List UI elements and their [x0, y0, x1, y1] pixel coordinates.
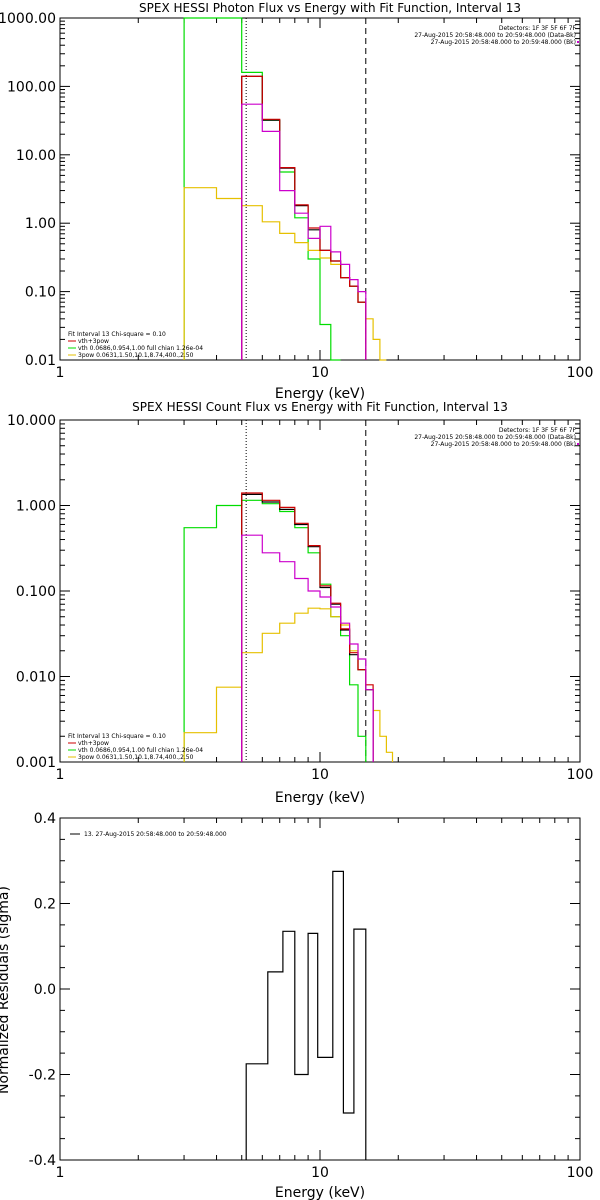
photon-flux-panel: SPEX HESSI Photon Flux vs Energy with Fi…: [0, 1, 593, 402]
series-vth-line: [183, 17, 341, 361]
x-tick-label: 10: [311, 365, 329, 381]
y-tick-label: 0.010: [16, 670, 56, 686]
chart-title: SPEX HESSI Photon Flux vs Energy with Fi…: [139, 1, 521, 15]
y-tick-label: 1000.00: [0, 11, 56, 27]
series-vth_3pow-line: [241, 75, 367, 360]
legend-entry: 3pow 0.0631,1.50,10.1,8.74,400.,2.50: [78, 754, 194, 761]
y-tick-label: 0.01: [25, 353, 56, 369]
series-3pow-line: [183, 187, 387, 361]
legend-entry: vth 0.0686,0.954,1.00 full chian 1.26e-0…: [78, 345, 203, 352]
header-line: 27-Aug-2015 20:58:48.000 to 20:59:48.000…: [414, 32, 576, 39]
x-tick-label: 100: [567, 365, 594, 381]
x-tick-label: 100: [567, 767, 594, 783]
series-bk-line: [241, 534, 374, 762]
y-tick-label: 0.2: [34, 897, 56, 913]
x-axis-label: Energy (keV): [275, 1185, 365, 1200]
plot-frame: [59, 817, 581, 1161]
residuals-panel: Energy (keV) Normalized Residuals (sigma…: [0, 811, 593, 1200]
series-bk-line: [241, 103, 367, 360]
count-flux-panel: SPEX HESSI Count Flux vs Energy with Fit…: [7, 400, 593, 806]
series-sum-line: [241, 493, 374, 762]
legend-entry: 13. 27-Aug-2015 20:58:48.000 to 20:59:48…: [84, 831, 227, 838]
header-line: 27-Aug-2015 20:58:48.000 to 20:59:48.000…: [414, 434, 576, 441]
series-sum-line: [245, 870, 367, 1160]
legend-entry: vth 0.0686,0.954,1.00 full chian 1.26e-0…: [78, 747, 203, 754]
y-tick-label: 100.00: [7, 79, 56, 95]
plot-marks: 1 10 100 0.001 0.010 0.100 1.000 10.000 Detector…: [7, 413, 593, 783]
chart-title: SPEX HESSI Count Flux vs Energy with Fit…: [132, 400, 508, 414]
legend-entry: 3pow 0.0631,1.50,10.1,8.74,400.,2.50: [78, 352, 194, 359]
y-tick-label: -0.4: [29, 1153, 56, 1169]
x-tick-label: 10: [311, 767, 329, 783]
y-axis-label: Normalized Residuals (sigma): [0, 886, 12, 1094]
y-tick-label: 0.10: [25, 285, 56, 301]
header-line: Detectors: 1F 3F 5F 6F 7F: [499, 25, 577, 32]
plot-marks: 1 10 100 0.01 0.10 1.00 10.00 100.00 1000.00 Dete…: [0, 11, 593, 381]
legend-entry: Fit Interval 13 Chi-square = 0.10: [68, 733, 166, 740]
series-vth_3pow-line: [241, 492, 374, 762]
header-line: 27-Aug-2015 20:58:48.000 to 20:59:48.000…: [431, 39, 576, 46]
header-line: 27-Aug-2015 20:58:48.000 to 20:59:48.000…: [431, 441, 576, 448]
x-axis-label: Energy (keV): [275, 386, 365, 402]
y-tick-label: 1.00: [25, 216, 56, 232]
x-tick-label: 10: [311, 1165, 329, 1181]
plot-marks: 1 10 100 -0.4 -0.2 0.0 0.2 0.4 13. 27-Aug-2015 2…: [29, 811, 594, 1181]
x-tick-label: 1: [56, 1165, 65, 1181]
legend-entry: vth+3pow: [78, 338, 109, 345]
x-tick-label: 100: [567, 1165, 594, 1181]
y-tick-label: 10.000: [7, 413, 56, 429]
legend-entry: Fit Interval 13 Chi-square = 0.10: [68, 331, 166, 338]
x-tick-label: 1: [56, 365, 65, 381]
y-tick-label: 0.001: [16, 755, 56, 771]
legend-entry: vth+3pow: [78, 740, 109, 747]
x-tick-label: 1: [56, 767, 65, 783]
y-tick-label: 10.00: [16, 148, 56, 164]
header-line: Detectors: 1F 3F 5F 6F 7F: [499, 427, 577, 434]
y-tick-label: 0.0: [34, 982, 56, 998]
y-tick-label: 1.000: [16, 499, 56, 515]
series-3pow-line: [183, 607, 394, 762]
y-tick-label: -0.2: [29, 1068, 56, 1084]
series-vth-line: [183, 499, 367, 762]
y-tick-label: 0.4: [34, 811, 56, 827]
y-tick-label: 0.100: [16, 584, 56, 600]
x-axis-label: Energy (keV): [275, 790, 365, 806]
